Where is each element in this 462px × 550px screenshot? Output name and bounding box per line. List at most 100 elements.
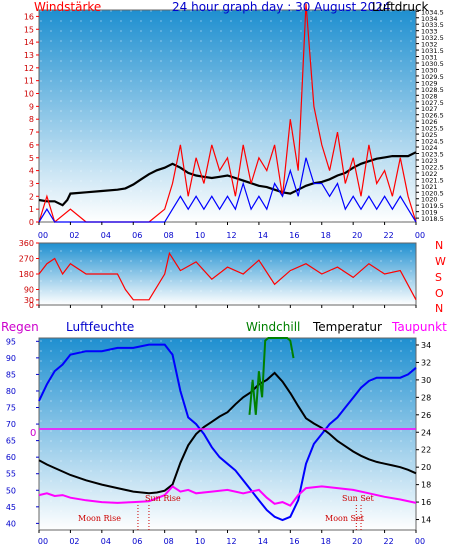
wind-speed-tick-label: 5 [29, 154, 34, 163]
pressure-tick-label: 1019 [421, 209, 438, 217]
x-tick-label-top: 06 [132, 231, 142, 240]
pressure-tick-label: 1020.5 [421, 189, 444, 197]
pressure-tick-label: 1025 [421, 131, 438, 139]
humidity-line [38, 343, 417, 522]
x-tick-label-bottom: 08 [164, 537, 174, 546]
temperature-tick-label: 26 [421, 411, 431, 420]
temperature-tick-label: 20 [421, 463, 431, 472]
legend-taupunkt: Taupunkt [392, 320, 447, 334]
x-tick-label-bottom: 10 [195, 537, 205, 546]
chart-title: 24 hour graph day : 30 August 2024 [172, 0, 391, 14]
sun-rise-label: Sun Rise [145, 494, 181, 503]
x-tick-label-bottom: 20 [352, 537, 362, 546]
pressure-tick-label: 1025.5 [421, 125, 444, 133]
legend-temperatur: Temperatur [313, 320, 382, 334]
wind-direction-line [38, 251, 417, 301]
wind-speed-tick-label: 1 [29, 205, 34, 214]
pressure-tick-label: 1027.5 [421, 99, 444, 107]
x-tick-label-top: 04 [101, 231, 111, 240]
humidity-tick-label: 45 [6, 503, 16, 512]
x-tick-label-top: 22 [383, 231, 393, 240]
humidity-tick-label: 90 [6, 354, 16, 363]
pressure-tick-label: 1018.5 [421, 215, 444, 223]
panel-3-grid [39, 338, 416, 530]
pressure-tick-label: 1024.5 [421, 138, 444, 146]
x-tick-label-top: 00 [38, 231, 48, 240]
temperature-line [38, 371, 417, 495]
temperature-tick-label: 32 [421, 358, 431, 367]
x-tick-label-top: 02 [69, 231, 79, 240]
wind-speed-tick-label: 11 [24, 77, 34, 86]
x-tick-label-bottom: 14 [258, 537, 268, 546]
gust-line [38, 157, 417, 223]
x-tick-label-top: 00 [415, 231, 425, 240]
humidity-tick-label: 70 [6, 420, 16, 429]
pressure-tick-label: 1030.5 [421, 60, 444, 68]
wind-speed-tick-label: 12 [24, 64, 34, 73]
legend-windchill: Windchill [246, 320, 301, 334]
x-tick-label-bottom: 00 [415, 537, 425, 546]
temperature-tick-label: 16 [421, 498, 431, 507]
pressure-tick-label: 1026 [421, 118, 438, 126]
rain-zero-label: 0 [30, 428, 37, 439]
direction-tick-label: 90 [24, 286, 34, 295]
pressure-tick-label: 1032 [421, 41, 438, 49]
x-tick-label-bottom: 06 [132, 537, 142, 546]
direction-label-n-top: N [435, 239, 444, 252]
humidity-temperature-panel: 40 45 50 55 60 65 70 75 80 85 90 95 14 16 18 20 22 24 26 28… [6, 337, 431, 531]
moon-rise-label: Moon Rise [78, 514, 121, 523]
temperature-tick-label: 28 [421, 393, 431, 402]
humidity-tick-label: 60 [6, 453, 16, 462]
pressure-tick-label: 1033 [421, 28, 438, 36]
temperature-tick-label: 24 [421, 428, 431, 437]
direction-label-o: O [435, 287, 444, 300]
pressure-tick-label: 1021 [421, 183, 438, 191]
humidity-tick-label: 40 [6, 519, 16, 528]
humidity-tick-label: 75 [6, 404, 16, 413]
pressure-tick-label: 1032.5 [421, 34, 444, 42]
pressure-tick-label: 1034.5 [421, 8, 444, 16]
wind-speed-tick-label: 4 [29, 167, 34, 176]
x-tick-label-top: 18 [321, 231, 331, 240]
x-tick-label-bottom: 00 [38, 537, 48, 546]
pressure-tick-label: 1027 [421, 105, 438, 113]
humidity-tick-label: 95 [6, 337, 16, 346]
pressure-tick-label: 1020 [421, 196, 438, 204]
wind-speed-tick-label: 3 [29, 179, 34, 188]
direction-label-s: S [435, 271, 442, 284]
x-tick-label-bottom: 02 [69, 537, 79, 546]
pressure-tick-label: 1028 [421, 92, 438, 100]
direction-tick-label: 270 [19, 255, 34, 264]
pressure-tick-label: 1021.5 [421, 176, 444, 184]
legend-luftfeuchte: Luftfeuchte [66, 320, 135, 334]
pressure-tick-label: 1019.5 [421, 202, 444, 210]
x-tick-label-bottom: 18 [321, 537, 331, 546]
wind-speed-tick-label: 14 [24, 38, 34, 47]
wind-speed-tick-label: 7 [29, 128, 34, 137]
wind-pressure-panel: 0123456789101112131415161018.510191019.5… [24, 3, 444, 227]
pressure-tick-label: 1031.5 [421, 47, 444, 55]
humidity-tick-label: 50 [6, 486, 16, 495]
pressure-tick-label: 1028.5 [421, 86, 444, 94]
wind-speed-tick-label: 16 [24, 12, 34, 21]
x-tick-label-top: 12 [226, 231, 236, 240]
pressure-line [38, 151, 417, 207]
wind-speed-tick-label: 13 [24, 51, 34, 60]
wind-speed-tick-label: 15 [24, 25, 34, 34]
x-tick-label-top: 14 [258, 231, 268, 240]
direction-tick-label: 0 [29, 301, 34, 310]
wind-speed-tick-label: 10 [24, 90, 34, 99]
humidity-tick-label: 80 [6, 387, 16, 396]
humidity-tick-label: 85 [6, 370, 16, 379]
x-tick-label-top: 08 [164, 231, 174, 240]
direction-tick-label: 180 [19, 270, 34, 279]
direction-tick-label: 30 [24, 296, 34, 305]
wind-speed-tick-label: 6 [29, 141, 34, 150]
wind-speed-tick-label: 0 [29, 218, 34, 227]
pressure-tick-label: 1029 [421, 79, 438, 87]
pressure-tick-label: 1030 [421, 66, 438, 74]
x-tick-label-bottom: 12 [226, 537, 236, 546]
temperature-tick-label: 22 [421, 446, 431, 455]
pressure-tick-label: 1034 [421, 15, 438, 23]
